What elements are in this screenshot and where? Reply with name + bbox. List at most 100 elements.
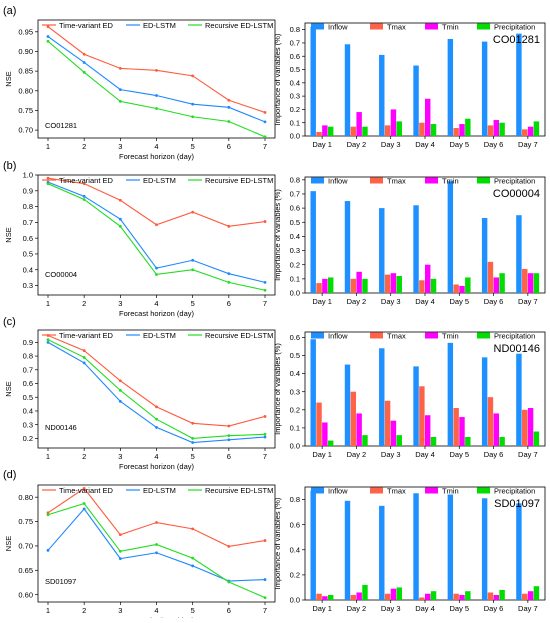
station-label: ND00146 [494, 343, 540, 355]
data-point [191, 436, 195, 440]
data-point [82, 349, 86, 352]
data-point [46, 176, 50, 180]
x-tick-label: Day 3 [381, 140, 401, 149]
bar-precipitation [327, 126, 334, 136]
x-tick-label: 2 [82, 452, 86, 461]
data-point [227, 434, 231, 438]
bar-tmax [316, 283, 322, 293]
legend-swatch [370, 177, 383, 184]
y-tick-label: 0.5 [290, 65, 300, 74]
bar-tmax [350, 391, 357, 446]
data-point [263, 435, 267, 439]
bar-precipitation [533, 121, 540, 136]
bar-tmin [356, 112, 362, 136]
bar-inflow [344, 500, 351, 600]
data-point [46, 340, 50, 344]
data-point [46, 39, 50, 43]
y-tick-label: 0.3 [290, 246, 300, 255]
bar-tmax [350, 278, 357, 293]
bar-tmin [527, 408, 534, 446]
data-point [191, 102, 195, 106]
bar-precipitation [533, 431, 540, 446]
y-tick-label: 0.6 [23, 234, 33, 243]
data-point [82, 361, 86, 365]
data-point [263, 220, 267, 223]
bar-precipitation [327, 277, 334, 293]
y-tick-label: 0.7 [290, 39, 300, 48]
x-tick-label: Day 5 [449, 450, 469, 459]
x-tick-label: Day 7 [518, 297, 538, 306]
data-point [82, 507, 86, 511]
bar-tmax [350, 126, 357, 136]
data-point [118, 217, 122, 221]
data-point [227, 280, 231, 284]
bar-tmin [425, 593, 431, 600]
data-point [227, 580, 231, 584]
data-point [118, 379, 122, 383]
x-tick-label: 5 [191, 606, 195, 615]
data-point [118, 549, 122, 553]
legend-swatch [477, 487, 490, 494]
x-tick-label: Day 6 [484, 450, 504, 459]
x-tick-label: 2 [82, 299, 86, 308]
y-axis-label: Importance of variables (%) [273, 189, 282, 281]
bar-tmax [453, 284, 459, 293]
legend-label: Tmin [442, 23, 459, 32]
y-tick-label: 0.9 [23, 186, 33, 195]
x-tick-label: 1 [46, 452, 50, 461]
y-tick-label: 0.5 [23, 393, 33, 402]
data-point [118, 399, 122, 403]
data-point [82, 487, 86, 490]
station-label: SD01097 [45, 577, 76, 586]
x-tick-label: Day 7 [518, 604, 538, 613]
legend-label: Inflow [328, 487, 348, 496]
x-axis-label: Forecast horizon (day) [119, 152, 195, 161]
bar-tmax [316, 402, 322, 446]
bar-precipitation [465, 591, 471, 600]
data-point [263, 432, 267, 436]
bar-precipitation [465, 118, 471, 136]
bar-tmax [384, 400, 391, 446]
x-tick-label: Day 4 [415, 297, 435, 306]
y-tick-label: 0.4 [290, 545, 300, 554]
x-tick-label: 6 [227, 452, 231, 461]
x-tick-label: 4 [154, 606, 158, 615]
legend-label: Precipitation [494, 332, 535, 341]
legend-label: Recursive ED-LSTM [205, 331, 273, 340]
bar-tmin [322, 278, 328, 293]
bar-precipitation [533, 273, 540, 293]
bar-inflow [481, 357, 488, 446]
bar-tmin [459, 594, 465, 600]
legend-swatch [425, 23, 438, 30]
x-tick-label: 2 [82, 142, 86, 151]
y-axis-label: NSE [4, 536, 13, 551]
y-tick-label: 0.3 [290, 92, 300, 101]
y-tick-label: 0.90 [18, 47, 33, 56]
x-tick-label: Day 6 [484, 140, 504, 149]
panel-label-a: (a) [3, 5, 16, 17]
data-point [155, 266, 158, 270]
bar-precipitation [396, 121, 402, 136]
bar-tmin [390, 273, 397, 293]
y-tick-label: 0.0 [290, 442, 300, 451]
legend-swatch [370, 487, 383, 494]
y-tick-label: 0.65 [18, 566, 33, 575]
bar-inflow [310, 490, 316, 600]
data-point [46, 25, 50, 29]
bar-inflow [310, 339, 316, 446]
bar-inflow [413, 205, 419, 293]
bar-tmax [316, 132, 322, 136]
data-point [155, 521, 158, 524]
bar-inflow [379, 208, 385, 293]
bar-tmin [356, 592, 362, 600]
y-tick-label: 0.3 [290, 387, 300, 396]
bar-inflow [447, 181, 454, 293]
x-tick-label: Day 2 [347, 140, 367, 149]
data-point [263, 135, 267, 139]
y-tick-label: 0.80 [18, 86, 33, 95]
bar-tmin [527, 591, 534, 600]
data-point [191, 556, 195, 560]
data-point [191, 115, 195, 119]
panel-label-c: (c) [3, 316, 16, 328]
legend-label: Precipitation [494, 177, 535, 186]
